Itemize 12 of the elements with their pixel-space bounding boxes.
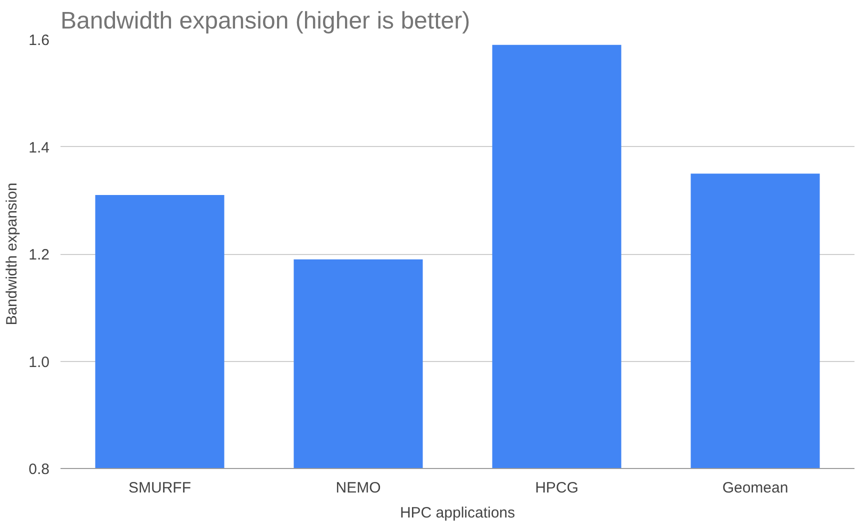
y-tick-label: 1.6 bbox=[28, 32, 50, 49]
y-axis-title: Bandwidth expansion bbox=[4, 182, 21, 326]
x-tick-label: SMURFF bbox=[128, 480, 192, 496]
y-tick-label: 1.0 bbox=[28, 354, 50, 371]
y-tick-label: 0.8 bbox=[28, 461, 50, 478]
chart-title: Bandwidth expansion (higher is better) bbox=[60, 8, 470, 34]
y-tick-label: 1.2 bbox=[28, 246, 50, 264]
x-axis-title: HPC applications bbox=[400, 504, 516, 522]
x-tick-label: HPCG bbox=[535, 480, 578, 496]
x-tick-label: Geomean bbox=[722, 480, 788, 496]
x-tick-label: NEMO bbox=[336, 480, 381, 496]
y-tick-label: 1.4 bbox=[28, 139, 50, 156]
